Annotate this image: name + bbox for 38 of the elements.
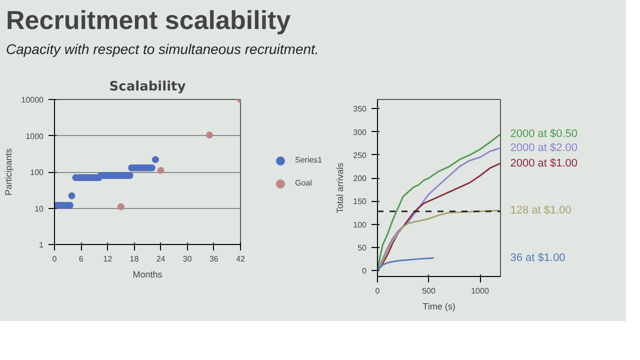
y-tick-label: 150	[353, 197, 368, 206]
text: Capacity with respect to simultaneous recruitment.	[6, 40, 319, 60]
x-tick-label: 12	[103, 254, 113, 264]
x-tick-label: 0	[375, 286, 380, 296]
y-tick-label: 10	[34, 204, 44, 214]
x-axis-title: Time (s)	[422, 302, 456, 312]
y-tick-label: 200	[353, 174, 368, 184]
y-tick-label: 100	[30, 168, 44, 178]
x-tick-label: 30	[182, 254, 192, 264]
chart-title: Scalability	[109, 80, 186, 95]
x-tick-label: 18	[130, 254, 140, 264]
x-tick-label: 0	[52, 254, 58, 264]
text: 36 at $1.00	[510, 252, 566, 264]
legend-label: Series1	[295, 156, 322, 165]
y-tick-label: 10000	[21, 96, 44, 105]
series-label: 2000 at $0.50	[510, 128, 578, 140]
x-tick-label: 36	[209, 254, 219, 264]
series-label: 128 at $1.00	[510, 204, 572, 217]
x-tick-label: 42	[236, 254, 246, 264]
x-axis-title: Months	[132, 270, 163, 280]
y-axis-title: Participants	[3, 148, 14, 196]
legend-label: Goal	[295, 178, 313, 188]
x-tick-label: 6	[78, 254, 84, 264]
y-tick-label: 50	[358, 244, 368, 253]
y-tick-label: 100	[353, 220, 368, 230]
x-tick-label: 1000	[471, 286, 490, 296]
y-tick-label: 350	[353, 104, 368, 114]
y-tick-label: 1	[39, 240, 44, 250]
series-label: 2000 at $2.00	[510, 142, 578, 154]
y-tick-label: 1000	[26, 132, 44, 141]
y-tick-label: 300	[353, 128, 368, 137]
y-axis-title: Total arrivals	[335, 162, 346, 214]
series-label: 2000 at $1.00	[510, 157, 578, 170]
y-tick-label: 0	[362, 266, 368, 276]
x-tick-label: 500	[422, 286, 436, 296]
x-tick-label: 24	[156, 254, 166, 264]
y-tick-label: 250	[353, 151, 368, 160]
text: Recruitment scalability	[6, 4, 291, 37]
